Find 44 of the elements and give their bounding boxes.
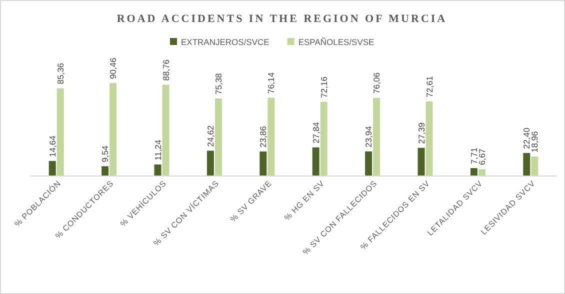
bar bbox=[320, 102, 328, 176]
bar bbox=[110, 83, 117, 176]
bar bbox=[56, 88, 64, 176]
data-label: 72,61 bbox=[424, 76, 434, 98]
data-label: 7,71 bbox=[468, 147, 479, 164]
data-label: 72,16 bbox=[318, 76, 329, 98]
bar bbox=[365, 151, 372, 176]
data-label: 27,84 bbox=[310, 122, 321, 144]
data-label: 23,94 bbox=[364, 126, 374, 148]
chart-title: ROAD ACCIDENTS IN THE REGION OF MURCIA bbox=[116, 13, 448, 25]
bar bbox=[531, 156, 538, 176]
data-label: 76,06 bbox=[372, 72, 382, 94]
data-label: 27,39 bbox=[416, 122, 426, 144]
bar bbox=[214, 98, 222, 176]
data-label: 76,14 bbox=[266, 72, 276, 94]
bar bbox=[206, 150, 214, 176]
bar bbox=[162, 84, 170, 176]
legend-label: EXTRANJEROS/SVCE bbox=[181, 37, 270, 47]
bar bbox=[312, 147, 320, 176]
data-label: 14,64 bbox=[47, 135, 58, 157]
bar bbox=[268, 98, 275, 176]
data-label: 23,86 bbox=[258, 126, 268, 148]
data-label: 22,40 bbox=[522, 127, 532, 149]
bar bbox=[470, 168, 478, 176]
data-label: 11,24 bbox=[152, 140, 163, 160]
data-label: 88,76 bbox=[160, 59, 171, 81]
bar bbox=[523, 152, 530, 176]
legend-label: ESPAÑOLES/SVSE bbox=[298, 37, 375, 47]
data-label: 90,46 bbox=[108, 57, 118, 79]
data-label: 6,67 bbox=[476, 148, 487, 166]
bar bbox=[373, 98, 380, 176]
bar bbox=[478, 169, 486, 176]
data-label: 75,38 bbox=[213, 72, 224, 95]
data-label: 18,96 bbox=[530, 130, 540, 153]
x-tick-label: % HG EN SV bbox=[282, 178, 326, 222]
bar bbox=[154, 164, 162, 176]
bar bbox=[48, 160, 56, 176]
data-label: 85,36 bbox=[55, 62, 66, 84]
bar bbox=[418, 148, 425, 176]
bar bbox=[260, 151, 267, 176]
data-label: 9,54 bbox=[100, 145, 110, 162]
bar bbox=[102, 166, 109, 176]
bar bbox=[426, 101, 433, 176]
data-label: 24,62 bbox=[205, 125, 216, 147]
